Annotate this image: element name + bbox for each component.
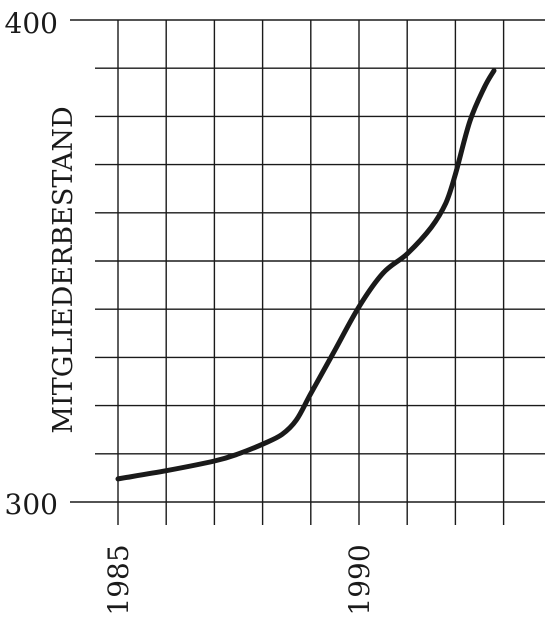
x-tick-label-1990: 1990: [343, 544, 376, 615]
series-line: [115, 68, 497, 482]
y-axis-label: MITGLIEDERBESTAND: [48, 106, 79, 433]
y-tick-label-300: 300: [5, 488, 58, 521]
y-tick-label-400: 400: [5, 7, 58, 40]
vertical-gridlines: [117, 20, 505, 525]
x-tick-label-1985: 1985: [102, 544, 135, 615]
horizontal-gridlines: [70, 19, 545, 503]
